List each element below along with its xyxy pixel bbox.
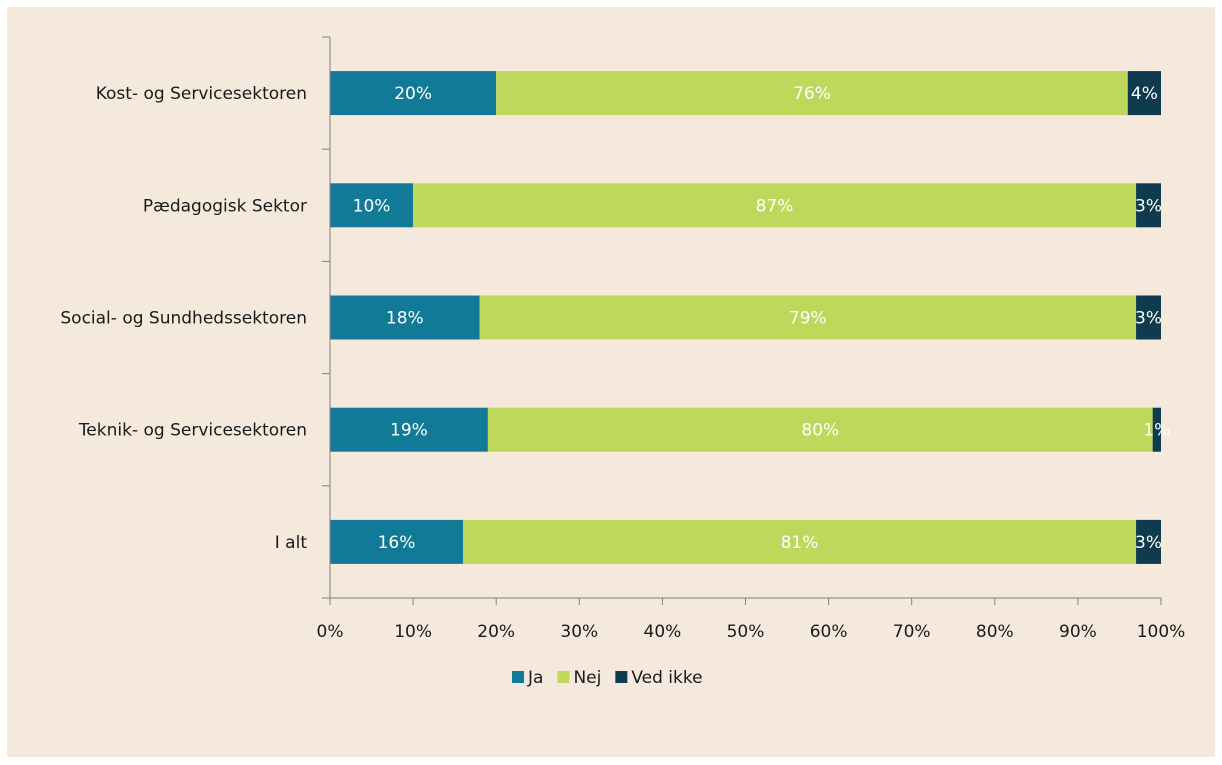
x-tick-label: 30% [560,622,598,642]
bar-segment [479,295,1137,340]
x-tick-label: 60% [810,622,848,642]
tick-labels: 0% 10% 20% 30% 40% 50% 60% 70% 80% 90% 100% [317,622,1186,642]
x-tick-label: 90% [1059,622,1097,642]
bar-segment [1136,183,1161,228]
x-tick-label: 40% [644,622,682,642]
bar-segment [330,295,480,340]
category-label: Pædagogisk Sektor [143,196,307,216]
x-tick-label: 10% [394,622,432,642]
data-label: 80% [801,421,839,441]
category-label: Teknik- og Servicesektoren [78,421,307,441]
legend-swatch [557,671,570,683]
x-tick-label: 70% [893,622,931,642]
legend-label: Ved ikke [631,668,702,688]
x-tick-label: 0% [317,622,344,642]
category-labels: Kost- og Servicesektoren Pædagogisk Sekto… [60,84,307,553]
bars-group: 20% 76% 4% 10% 87% 3% 18% 79% 3% 19% 80% 1% 16% 81% 3% [330,71,1170,564]
category-label: Social- og Sundhedssektoren [60,309,307,329]
bar-segment [330,407,488,452]
data-label: 3% [1135,196,1162,216]
data-label: 1% [1143,421,1170,441]
legend: Ja Nej Ved ikke [512,668,703,688]
data-label: 4% [1131,84,1158,104]
category-label: I alt [275,533,308,553]
bar-segment [1152,407,1161,452]
data-label: 10% [353,196,391,216]
data-label: 18% [386,309,424,329]
bar-segment [1136,519,1161,564]
data-label: 87% [756,196,794,216]
bar-segment [496,71,1128,116]
chart-panel [7,7,1215,757]
x-tick-label: 20% [477,622,515,642]
data-label: 3% [1135,309,1162,329]
data-label: 19% [390,421,428,441]
x-tick-label: 80% [976,622,1014,642]
category-label: Kost- og Servicesektoren [96,84,307,104]
bar-segment [413,183,1137,228]
data-label: 79% [789,309,827,329]
data-label: 81% [781,533,819,553]
x-tick-label: 100% [1137,622,1186,642]
bar-segment [487,407,1153,452]
legend-swatch [512,671,524,683]
legend-label: Ja [527,668,543,688]
data-label: 76% [793,84,831,104]
x-tick-label: 50% [727,622,765,642]
bar-segment [462,519,1137,564]
bar-segment [330,519,463,564]
data-label: 3% [1135,533,1162,553]
data-label: 20% [394,84,432,104]
axes-group [322,36,1162,605]
legend-swatch [615,671,628,683]
legend-label: Nej [573,668,601,688]
bar-segment [330,71,497,116]
data-label: 16% [378,533,416,553]
bar-segment [1136,295,1161,340]
bar-segment [1127,71,1161,116]
bar-segment [330,183,414,228]
